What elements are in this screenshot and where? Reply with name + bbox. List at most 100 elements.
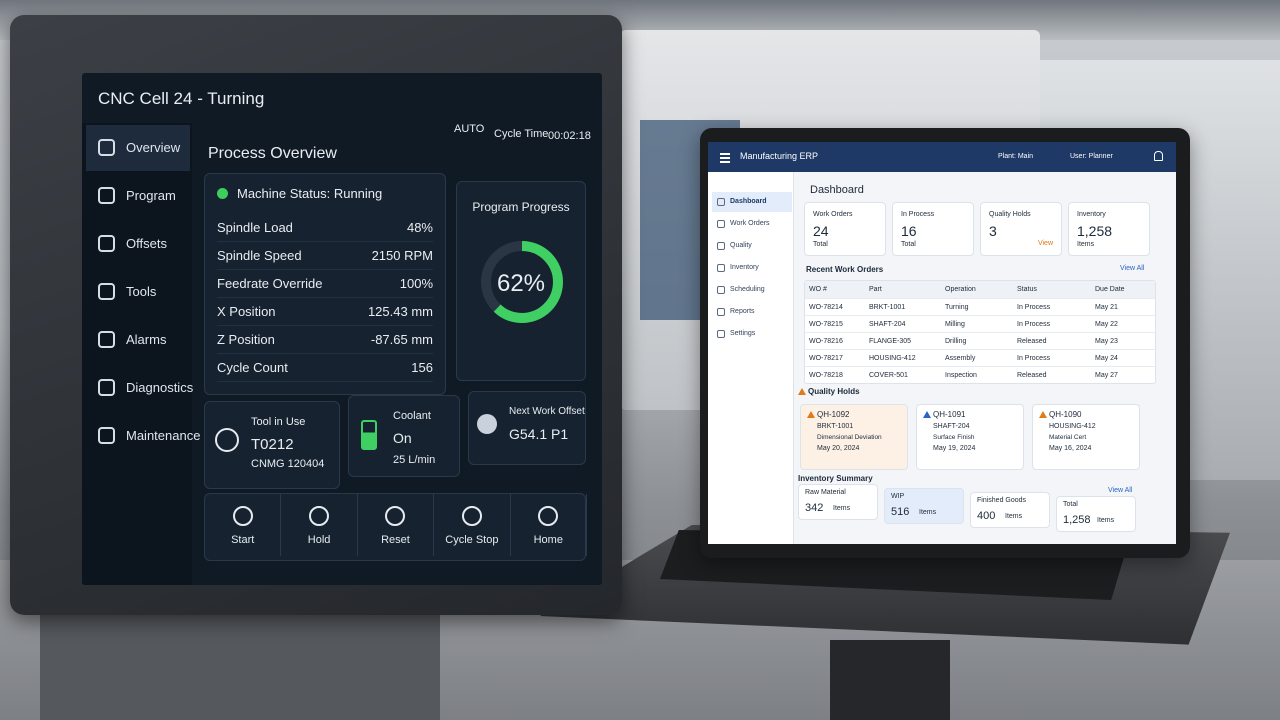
erp-screen: Manufacturing ERP Plant: Main User: Planne… [708, 142, 1176, 544]
table-cell: May 23 [1095, 338, 1118, 345]
inventory-card: WIP 516 Items [884, 488, 964, 524]
table-row: WO-78217 HOUSING-412 Assembly In Process May… [805, 349, 1155, 366]
nav-item[interactable]: Work Orders [712, 214, 792, 234]
offset-title: Next Work Offset [509, 406, 585, 417]
inventory-card: Total 1,258 Items [1056, 496, 1136, 532]
nav-item[interactable]: Alarms [86, 317, 190, 363]
table-cell: May 21 [1095, 304, 1118, 311]
table-header: WO # Part Operation Status Due Date [805, 281, 1155, 298]
nav-item[interactable]: Quality [712, 236, 792, 256]
status-panel: Machine Status: Running Spindle Load 48% Sp… [204, 173, 446, 395]
nav-item[interactable]: Settings [712, 324, 792, 344]
table-cell: Released [1017, 372, 1047, 379]
tool-card: Tool in Use T0212 CNMG 120404 [204, 401, 340, 489]
nav-icon [98, 187, 115, 204]
kpi-sub[interactable]: View [1037, 240, 1053, 247]
table-cell: Turning [945, 304, 969, 311]
inventory-value: 400 [977, 510, 996, 522]
nav-item[interactable]: Dashboard [712, 192, 792, 212]
control-button[interactable]: Cycle Stop [434, 494, 511, 556]
hold-reason: Dimensional Deviation [817, 434, 882, 441]
table-cell: Drilling [945, 338, 967, 345]
view-all-link[interactable]: View All [1108, 487, 1133, 494]
warning-icon [798, 388, 806, 395]
metric-row: Cycle Count 156 [217, 354, 433, 382]
plant-selector[interactable]: Plant: Main [998, 153, 1034, 160]
nav-item[interactable]: Diagnostics [86, 365, 193, 411]
kpi-card: Work Orders 24 Total [804, 202, 886, 256]
column-header: Status [1017, 286, 1037, 293]
nav-item[interactable]: Inventory [712, 258, 792, 278]
hold-reason: Surface Finish [933, 434, 975, 441]
section-title: Process Overview [208, 145, 337, 162]
column-header: Due Date [1095, 286, 1125, 293]
nav-icon [98, 427, 115, 444]
mode: AUTO [454, 123, 485, 135]
coolant-icon [361, 420, 377, 450]
hold-card: QH-1092 BRKT-1001 Dimensional Deviation May… [800, 404, 908, 470]
progress-title: Program Progress [472, 200, 570, 214]
control-button[interactable]: Start [205, 494, 282, 556]
nav-item[interactable]: Maintenance [86, 413, 200, 459]
metric-value: 2150 RPM [371, 248, 433, 263]
table-cell: WO-78215 [809, 321, 843, 328]
app-title: Manufacturing ERP [740, 151, 819, 161]
hmi-screen: CNC Cell 24 - Turning AUTO Cycle Time 00:02… [82, 73, 602, 585]
nav-icon [717, 308, 725, 316]
inventory-unit: Items [1097, 517, 1115, 524]
nav-item[interactable]: Offsets [86, 221, 190, 267]
table-row: WO-78218 COVER-501 Inspection Released May 2… [805, 366, 1155, 383]
view-all-link[interactable]: View All [1120, 265, 1145, 272]
offset-card: Next Work Offset G54.1 P1 [468, 391, 586, 465]
control-button[interactable]: Home [511, 494, 587, 556]
nav-icon [98, 283, 115, 300]
metric-label: Cycle Count [217, 360, 288, 375]
metric-value: 156 [411, 360, 433, 375]
kpi-label: Quality Holds [989, 211, 1031, 218]
inventory-value: 1,258 [1063, 514, 1091, 526]
coolant-card: Coolant On 25 L/min [348, 395, 460, 477]
bell-icon [1154, 151, 1163, 161]
metric-label: Spindle Load [217, 220, 293, 235]
metric-value: 100% [399, 276, 433, 291]
control-button[interactable]: Hold [281, 494, 358, 556]
nav-item[interactable]: Reports [712, 302, 792, 322]
inventory-unit: Items [833, 505, 851, 512]
clock-icon [215, 428, 239, 452]
table-cell: WO-78214 [809, 304, 843, 311]
table-cell: BRKT-1001 [869, 304, 906, 311]
table-cell: May 22 [1095, 321, 1118, 328]
machine-status: Machine Status: Running [237, 186, 383, 201]
table-cell: In Process [1017, 304, 1051, 311]
hold-date: May 19, 2024 [933, 445, 976, 452]
control-button[interactable]: Reset [358, 494, 435, 556]
button-icon [461, 506, 482, 526]
table-cell: In Process [1017, 321, 1051, 328]
work-order-table: WO # Part Operation Status Due Date WO-78214 B… [804, 280, 1156, 384]
button-icon [232, 506, 253, 526]
table-cell: HOUSING-412 [869, 355, 916, 362]
laptop-stand [830, 640, 950, 720]
metric-row: X Position 125.43 mm [217, 298, 433, 326]
metric-row: Feedrate Override 100% [217, 270, 433, 298]
progress-arc [481, 241, 563, 323]
nav-icon [717, 220, 725, 228]
user-menu[interactable]: User: Planner [1070, 153, 1113, 160]
nav-item[interactable]: Program [86, 173, 190, 219]
inventory-value: 516 [891, 506, 910, 518]
inventory-unit: Items [919, 509, 937, 516]
nav-item[interactable]: Overview [86, 125, 190, 171]
table-cell: May 24 [1095, 355, 1118, 362]
table-cell: WO-78217 [809, 355, 843, 362]
table-cell: WO-78216 [809, 338, 843, 345]
coolant-state: On [393, 430, 412, 446]
nav-item[interactable]: Scheduling [712, 280, 792, 300]
nav-icon [717, 330, 725, 338]
metric-row: Z Position -87.65 mm [217, 326, 433, 354]
hold-card: QH-1090 HOUSING-412 Material Cert May 16, 2… [1032, 404, 1140, 470]
inventory-label: Raw Material [805, 489, 846, 496]
inventory-value: 342 [805, 502, 824, 514]
metric-label: Z Position [217, 332, 275, 347]
nav-item[interactable]: Tools [86, 269, 190, 315]
table-cell: In Process [1017, 355, 1051, 362]
